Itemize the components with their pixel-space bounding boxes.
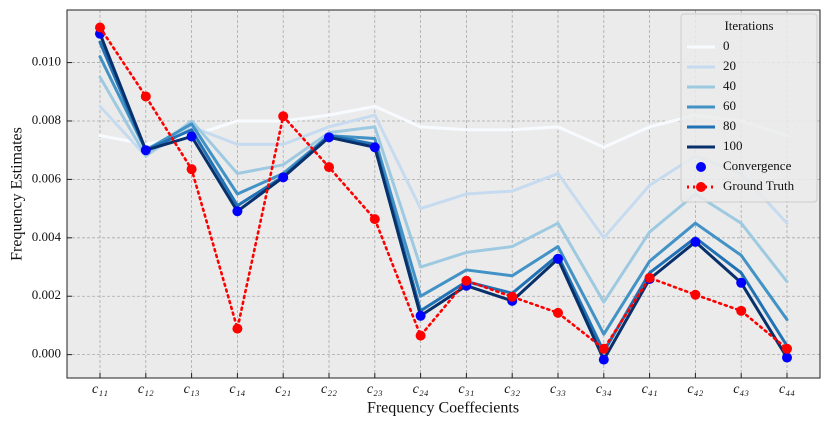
data-point <box>598 343 609 354</box>
data-point <box>369 142 380 153</box>
series-line <box>98 26 789 351</box>
x-tick-label: c₁₁ <box>92 382 108 397</box>
data-point <box>278 172 289 183</box>
data-point <box>690 289 701 300</box>
x-tick-label: c₃₃ <box>550 382 566 397</box>
data-point <box>644 272 655 283</box>
y-tick-label: 0.002 <box>32 287 61 302</box>
x-tick-label: c₃₄ <box>596 382 612 397</box>
series-line <box>98 32 789 362</box>
data-point <box>598 354 609 365</box>
legend-label: 60 <box>723 98 736 113</box>
x-tick-label: c₁₃ <box>184 382 200 397</box>
data-point <box>186 164 197 175</box>
data-point <box>415 310 426 321</box>
x-tick-label: c₄₂ <box>687 382 703 397</box>
legend-marker <box>696 182 706 192</box>
y-tick-label: 0.006 <box>32 170 62 185</box>
legend-label: 80 <box>723 118 736 133</box>
data-point <box>186 131 197 142</box>
legend-label: Convergence <box>723 158 792 173</box>
y-tick-label: 0.010 <box>32 54 61 69</box>
x-tick-label: c₂₁ <box>275 382 291 397</box>
legend-label: Ground Truth <box>723 178 795 193</box>
legend-box <box>680 13 818 203</box>
y-tick-label: 0.000 <box>32 346 61 361</box>
data-point <box>232 323 243 334</box>
legend-marker <box>696 162 706 172</box>
x-tick-label: c₃₁ <box>458 382 474 397</box>
x-tick-label: c₁₂ <box>138 382 154 397</box>
data-point <box>140 145 151 156</box>
data-point <box>507 291 518 302</box>
x-tick-label: c₂₄ <box>413 382 429 397</box>
data-point <box>736 277 747 288</box>
series-line <box>98 104 789 240</box>
data-point <box>782 352 792 363</box>
plot-frame <box>66 9 821 379</box>
x-tick-label: c₂₃ <box>367 382 383 397</box>
data-point <box>95 22 105 33</box>
data-point <box>782 343 792 354</box>
x-axis-label: Frequency Coeffecients <box>367 400 519 417</box>
data-point <box>140 91 151 102</box>
legend: Iterations 0 20 40 60 80 100 Convergence Ground … <box>680 13 818 203</box>
data-point <box>736 305 747 316</box>
x-tick-label: c₃₂ <box>504 382 520 397</box>
series-line <box>98 40 789 354</box>
legend-label: 40 <box>723 78 736 93</box>
series-line <box>98 75 789 304</box>
legend-label: 20 <box>723 58 736 73</box>
x-tick-label: c₄₄ <box>779 382 795 397</box>
data-point <box>690 236 701 247</box>
series-line <box>98 104 789 149</box>
legend-title: Iterations <box>724 18 773 33</box>
data-point <box>553 253 563 264</box>
data-point <box>369 214 380 225</box>
legend-label: 0 <box>723 38 730 53</box>
data-point <box>278 111 289 122</box>
data-point <box>461 275 472 286</box>
data-point <box>553 307 563 318</box>
x-tick-label: c₂₂ <box>321 382 337 397</box>
y-axis-label: Frequency Estimates <box>9 127 26 261</box>
x-tick-label: c₄₃ <box>733 382 749 397</box>
legend-label: 100 <box>723 138 743 153</box>
series-line <box>98 55 789 336</box>
y-tick-label: 0.004 <box>32 229 62 244</box>
data-point <box>324 162 334 173</box>
y-tick-label: 0.008 <box>32 112 61 127</box>
data-point <box>324 132 334 143</box>
data-point <box>415 330 426 341</box>
data-point <box>232 206 243 217</box>
x-tick-label: c₄₁ <box>642 382 658 397</box>
x-tick-label: c₁₄ <box>229 382 245 397</box>
